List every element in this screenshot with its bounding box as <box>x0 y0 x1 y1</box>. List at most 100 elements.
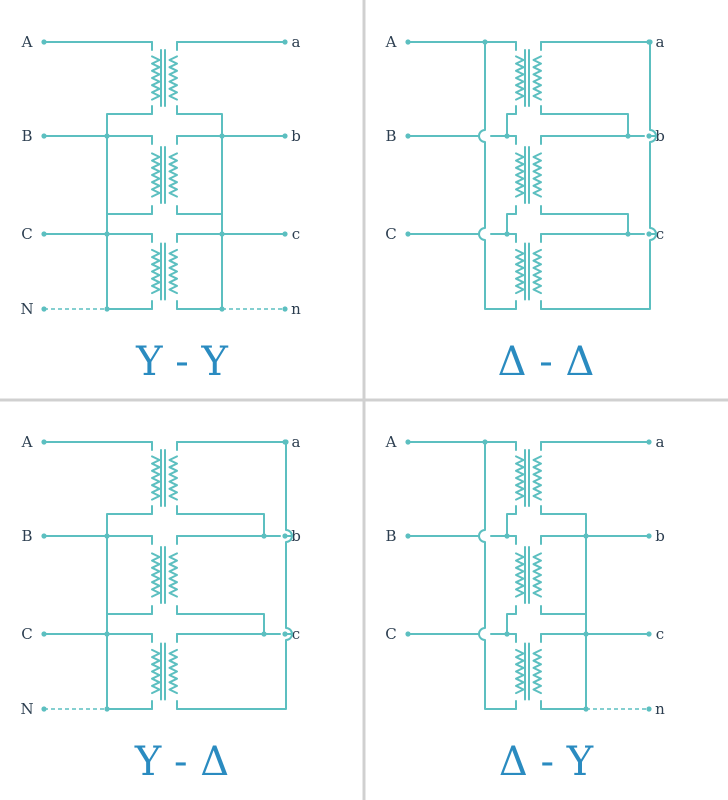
primary-terminal-label: N <box>20 300 33 318</box>
primary-winding-1 <box>152 42 160 114</box>
panel-title: Y - Y <box>135 339 228 385</box>
junction-dot <box>504 533 509 538</box>
primary-winding-3 <box>516 634 524 709</box>
delta-link-1 <box>541 114 628 136</box>
coil-1 <box>534 456 542 499</box>
coil-3 <box>152 250 160 293</box>
secondary-winding-1 <box>170 442 178 514</box>
primary-winding-3 <box>152 234 160 309</box>
panel-title: Y - Δ <box>134 739 229 785</box>
primary-terminal-label: C <box>385 625 396 643</box>
coil-1 <box>170 456 178 499</box>
junction-dot <box>104 533 109 538</box>
junction-dot <box>504 631 509 636</box>
delta-link-2 <box>541 214 628 234</box>
secondary-winding-1 <box>534 42 542 114</box>
coil-2 <box>516 153 524 196</box>
junction-dot <box>504 231 509 236</box>
primary-terminal-label: C <box>21 225 32 243</box>
coil-2 <box>152 153 160 196</box>
secondary-winding-3 <box>534 634 542 709</box>
junction-dot <box>261 631 266 636</box>
secondary-terminal-label: a <box>656 33 665 51</box>
primary-terminal-label: B <box>21 527 32 545</box>
primary-winding-2 <box>516 136 524 214</box>
primary-winding-3 <box>516 234 524 309</box>
coil-3 <box>152 650 160 693</box>
delta-outer-loop <box>479 42 516 309</box>
junction-dot <box>104 706 109 711</box>
coil-3 <box>170 250 178 293</box>
panel-y-delta: ABCNabcY - Δ <box>20 433 300 785</box>
secondary-terminal-label: c <box>292 225 300 243</box>
coil-1 <box>152 456 160 499</box>
primary-winding-2 <box>152 536 160 614</box>
junction-dot <box>104 133 109 138</box>
secondary-winding-3 <box>170 234 178 309</box>
secondary-terminal-label: b <box>655 527 665 545</box>
coil-1 <box>516 56 524 99</box>
primary-winding-1 <box>516 442 524 514</box>
panel-title: Δ - Δ <box>498 339 595 385</box>
secondary-terminal-label: c <box>292 625 300 643</box>
primary-terminal-label: C <box>21 625 32 643</box>
secondary-terminal-label: n <box>655 700 665 718</box>
panel-delta-y: A B Ca b c n Δ - Y <box>385 433 666 785</box>
coil-1 <box>152 56 160 99</box>
coil-2 <box>170 553 178 596</box>
secondary-neutral-rail <box>177 114 222 309</box>
junction-dot <box>282 306 287 311</box>
primary-winding-1 <box>152 442 160 514</box>
junction-dot <box>625 133 630 138</box>
secondary-winding-3 <box>170 634 178 709</box>
coil-2 <box>534 553 542 596</box>
delta-outer-loop <box>177 442 292 709</box>
delta-link-2 <box>507 214 516 234</box>
primary-terminal-label: C <box>385 225 396 243</box>
junction-dot <box>104 306 109 311</box>
primary-terminal-label: A <box>385 433 397 451</box>
junction-dot <box>504 133 509 138</box>
coil-3 <box>534 650 542 693</box>
delta-link-2 <box>507 614 516 634</box>
secondary-winding-3 <box>534 234 542 309</box>
primary-terminal-label: A <box>21 33 33 51</box>
primary-neutral-rail <box>107 514 152 709</box>
primary-terminal-label: N <box>20 700 33 718</box>
coil-1 <box>534 56 542 99</box>
primary-terminal-label: B <box>21 127 32 145</box>
coil-2 <box>534 153 542 196</box>
coil-1 <box>170 56 178 99</box>
primary-winding-3 <box>152 634 160 709</box>
secondary-winding-2 <box>534 536 542 614</box>
delta-link-1 <box>507 114 516 136</box>
secondary-terminal-label: a <box>292 33 301 51</box>
junction-dot <box>646 706 651 711</box>
delta-link-2 <box>177 614 264 634</box>
delta-outer-loop <box>479 442 516 709</box>
delta-link-1 <box>177 514 264 536</box>
secondary-terminal-label: a <box>292 433 301 451</box>
primary-terminal-label: A <box>385 33 397 51</box>
secondary-winding-2 <box>170 536 178 614</box>
coil-1 <box>516 456 524 499</box>
secondary-winding-2 <box>534 136 542 214</box>
coil-3 <box>516 250 524 293</box>
coil-2 <box>170 153 178 196</box>
junction-dot <box>583 631 588 636</box>
primary-winding-2 <box>516 536 524 614</box>
junction-dot <box>625 231 630 236</box>
panel-title: Δ - Y <box>499 739 594 785</box>
primary-terminal-label: B <box>385 527 396 545</box>
coil-2 <box>516 553 524 596</box>
secondary-terminal-label: c <box>656 225 664 243</box>
secondary-terminal-label: c <box>656 625 664 643</box>
junction-dot <box>583 533 588 538</box>
junction-dot <box>219 133 224 138</box>
secondary-terminal-label: a <box>656 433 665 451</box>
delta-link-1 <box>507 514 516 536</box>
secondary-neutral-rail <box>541 514 586 709</box>
coil-3 <box>516 650 524 693</box>
coil-3 <box>534 250 542 293</box>
